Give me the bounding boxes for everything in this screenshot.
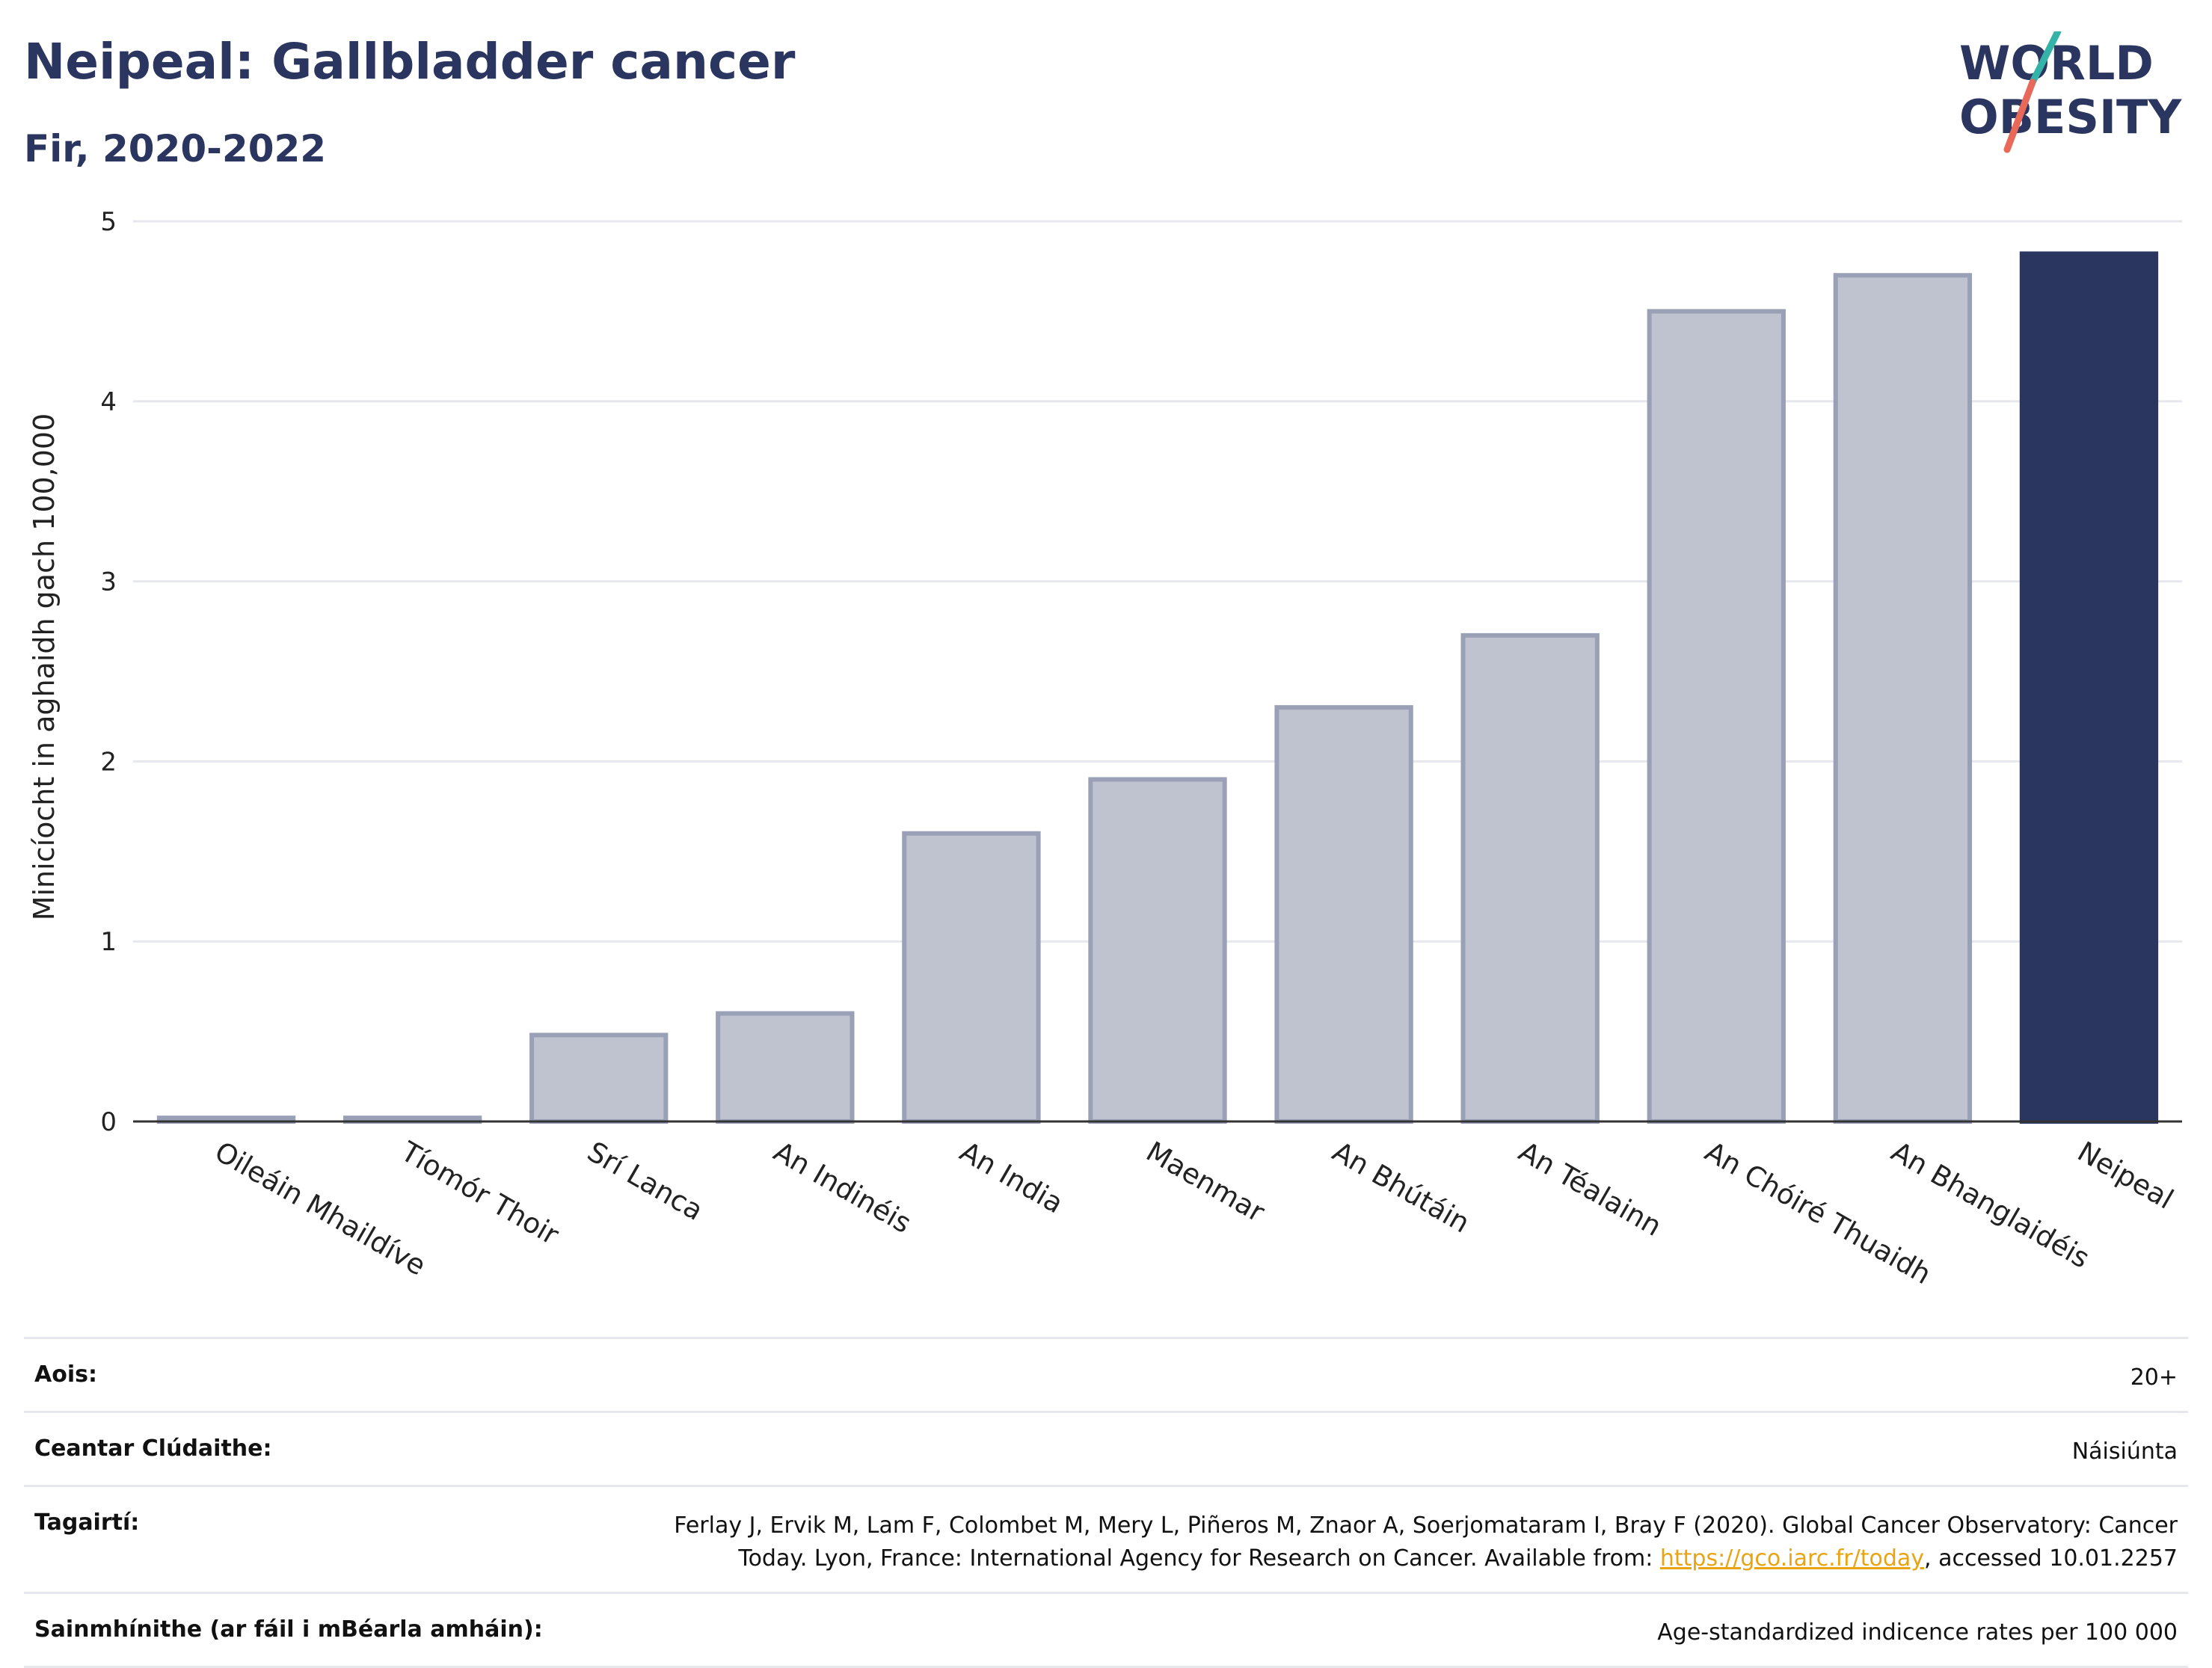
x-tick-label: An Indinéis bbox=[768, 1136, 917, 1240]
x-tick-label: An Bhútáin bbox=[1327, 1136, 1475, 1240]
bar-an-bhanglaid-is bbox=[1833, 273, 1973, 1124]
references-accessed: , accessed 10.01.2257 bbox=[1924, 1545, 2178, 1572]
y-tick-label: 1 bbox=[100, 927, 117, 957]
y-axis-ticks: 0 1 2 3 4 5 bbox=[100, 207, 117, 1137]
x-tick-label: Tíomór Thoir bbox=[395, 1135, 565, 1252]
bar-an-india bbox=[902, 831, 1041, 1124]
y-axis-label: Minicíocht in aghaidh gach 100,000 bbox=[28, 413, 61, 921]
x-tick-label: Oileáin Mhaildíve bbox=[209, 1136, 431, 1282]
references-line2: Today. Lyon, France: International Agenc… bbox=[738, 1545, 1660, 1572]
y-tick-label: 2 bbox=[100, 747, 117, 777]
info-table: Aois: 20+ Ceantar Clúdaithe: Náisiúnta T… bbox=[24, 1337, 2188, 1668]
y-tick-label: 4 bbox=[100, 387, 117, 417]
x-tick-label: An Téalainn bbox=[1514, 1136, 1667, 1243]
age-label: Aois: bbox=[34, 1361, 97, 1388]
logo-text-obesity: OBESITY bbox=[1959, 90, 2182, 144]
y-tick-label: 0 bbox=[100, 1107, 117, 1137]
bar-an-bh-t-in bbox=[1274, 705, 1413, 1124]
references-line1: Ferlay J, Ervik M, Lam F, Colombet M, Me… bbox=[674, 1512, 2178, 1539]
y-tick-label: 5 bbox=[100, 207, 117, 237]
coverage-value: Náisiúnta bbox=[2071, 1438, 2178, 1465]
coverage-label: Ceantar Clúdaithe: bbox=[34, 1435, 272, 1462]
x-tick-label: Srí Lanca bbox=[582, 1136, 708, 1227]
bar-an-ch-ir-thuaidh bbox=[1647, 309, 1786, 1124]
info-row-definitions: Sainmhínithe (ar fáil i mBéarla amháin):… bbox=[24, 1592, 2188, 1668]
x-tick-label: Neipeal bbox=[2072, 1136, 2179, 1216]
info-row-coverage: Ceantar Clúdaithe: Náisiúnta bbox=[24, 1411, 2188, 1485]
references-link[interactable]: https://gco.iarc.fr/today bbox=[1659, 1545, 1925, 1572]
references-label: Tagairtí: bbox=[34, 1509, 140, 1536]
age-value: 20+ bbox=[2130, 1364, 2178, 1391]
logo-slash-teal bbox=[2029, 31, 2062, 86]
world-obesity-logo: WORLD OBESITY bbox=[1959, 31, 2182, 153]
bars bbox=[156, 251, 2159, 1124]
bar-neipeal bbox=[2019, 251, 2159, 1124]
chart-title: Neipeal: Gallbladder cancer bbox=[24, 33, 796, 90]
references-value: Ferlay J, Ervik M, Lam F, Colombet M, Me… bbox=[674, 1509, 2178, 1575]
logo-slash-coral bbox=[2003, 79, 2036, 153]
info-row-age: Aois: 20+ bbox=[24, 1337, 2188, 1411]
info-row-references: Tagairtí: Ferlay J, Ervik M, Lam F, Colo… bbox=[24, 1485, 2188, 1592]
logo-text-world: WORLD bbox=[1959, 36, 2154, 90]
bar-sr-lanca bbox=[529, 1033, 669, 1124]
chart-subtitle: Fir, 2020-2022 bbox=[24, 127, 327, 170]
bar-an-indin-is bbox=[716, 1011, 855, 1124]
x-tick-label: Maenmar bbox=[1141, 1136, 1271, 1229]
definitions-label: Sainmhínithe (ar fáil i mBéarla amháin): bbox=[34, 1616, 543, 1643]
y-tick-label: 3 bbox=[100, 567, 117, 597]
bar-maenmar bbox=[1088, 777, 1227, 1124]
x-tick-label: An India bbox=[954, 1136, 1069, 1220]
bar-an-t-alainn bbox=[1460, 633, 1600, 1124]
definitions-value: Age-standardized indicence rates per 100… bbox=[1657, 1619, 2178, 1646]
